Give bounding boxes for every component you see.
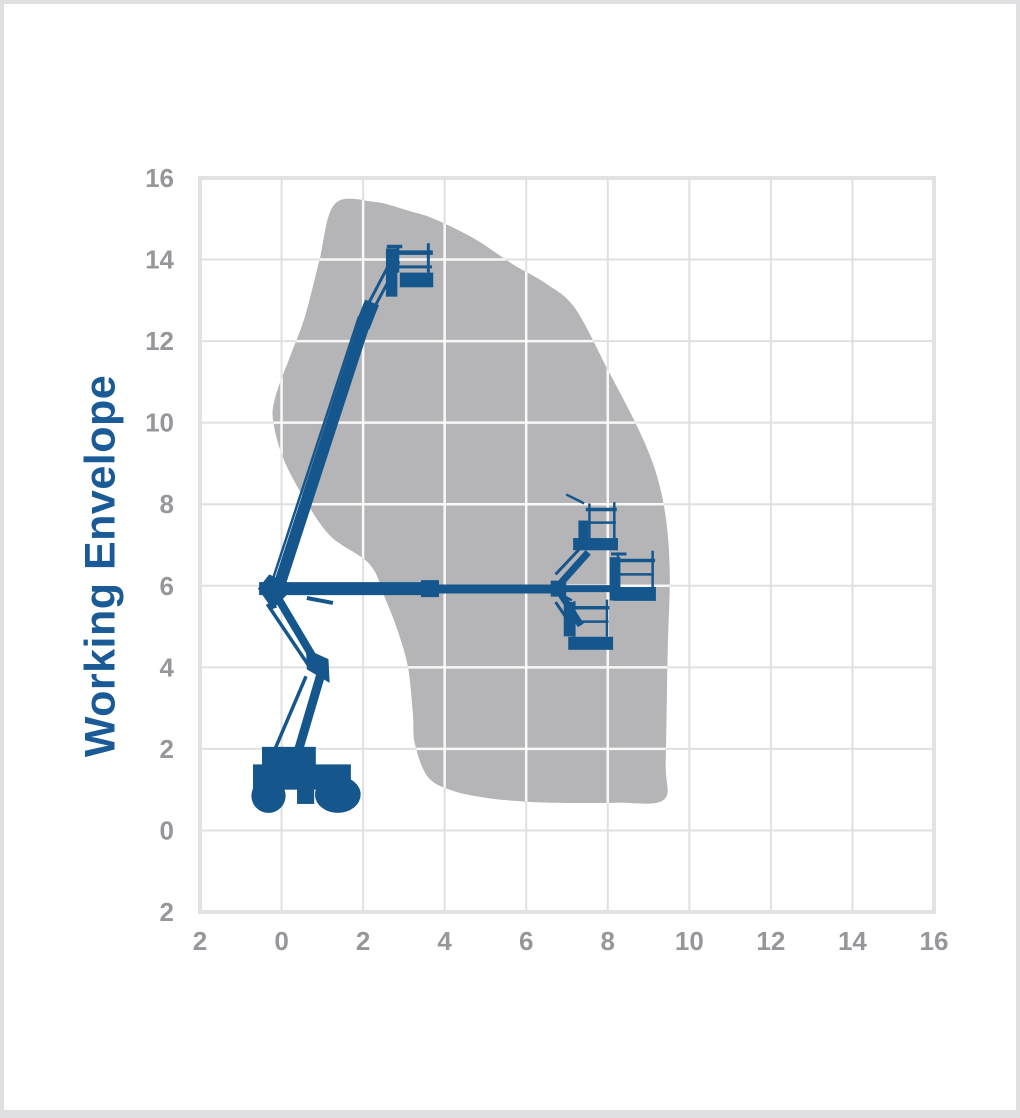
envelope-region <box>272 198 670 804</box>
machine-riser-lower <box>292 668 327 757</box>
machine-jib-up <box>558 550 591 585</box>
working-envelope-chart: 2 0 2 4 6 8 10 12 14 16 16 14 12 10 8 6 4 2 0 2 <box>145 163 948 956</box>
machine-jib-down <box>558 592 584 628</box>
machine-boom-nose <box>355 299 380 330</box>
machine-riser-lower-link <box>272 675 308 752</box>
y-tick-label: 0 <box>160 815 174 845</box>
machine-basket4-guard <box>556 591 573 602</box>
machine-rear-wheel <box>251 778 286 813</box>
machine-jib-down-link <box>554 601 575 630</box>
y-tick-label: 14 <box>145 245 174 275</box>
x-tick-label: 14 <box>838 926 867 956</box>
x-tick-label: 10 <box>675 926 704 956</box>
x-tick-label: 2 <box>356 926 370 956</box>
y-tick-label: 16 <box>145 163 174 193</box>
machine-jib-up-link <box>554 545 583 576</box>
x-tick-label: 2 <box>193 926 207 956</box>
machine-basket2-plate <box>578 520 589 550</box>
y-tick-label: 6 <box>160 571 174 601</box>
machine-boom-rest <box>306 596 334 605</box>
machine-front-wheel <box>314 776 361 813</box>
machine-tip-link-b <box>371 260 401 311</box>
machine-basket3-plate <box>609 557 621 601</box>
y-tick-label: 2 <box>160 734 174 764</box>
plot-border <box>198 176 936 914</box>
y-tick-label: 4 <box>160 652 175 682</box>
y-tick-label: 8 <box>160 489 174 519</box>
y-tick-label: 12 <box>145 326 174 356</box>
axis-tick-labels: 2 0 2 4 6 8 10 12 14 16 16 14 12 10 8 6 4 2 0 2 <box>145 163 948 956</box>
machine-basket2-floor <box>573 538 618 551</box>
machine-main-boom-rod <box>270 316 361 585</box>
machine-basket3-floor <box>613 587 656 601</box>
x-tick-label: 12 <box>756 926 785 956</box>
machine-boom-support <box>297 775 315 804</box>
x-tick-label: 6 <box>519 926 533 956</box>
x-tick-label: 0 <box>274 926 288 956</box>
machine-tip-link-a <box>365 253 396 307</box>
boom-lift-illustration <box>251 243 656 813</box>
machine-riser-upper-link <box>265 603 310 667</box>
machine-main-boom <box>271 318 371 593</box>
y-tick-label: 2 <box>160 897 174 927</box>
x-tick-label: 4 <box>437 926 452 956</box>
x-tick-label: 16 <box>920 926 949 956</box>
machine-riser-upper <box>272 591 324 672</box>
machine-basket2-guard <box>565 493 585 505</box>
machine-turret <box>261 746 316 769</box>
y-tick-label: 10 <box>145 408 174 438</box>
machine-basket1-floor <box>399 272 434 288</box>
machine-basket4-floor <box>568 636 614 650</box>
x-tick-label: 8 <box>601 926 615 956</box>
